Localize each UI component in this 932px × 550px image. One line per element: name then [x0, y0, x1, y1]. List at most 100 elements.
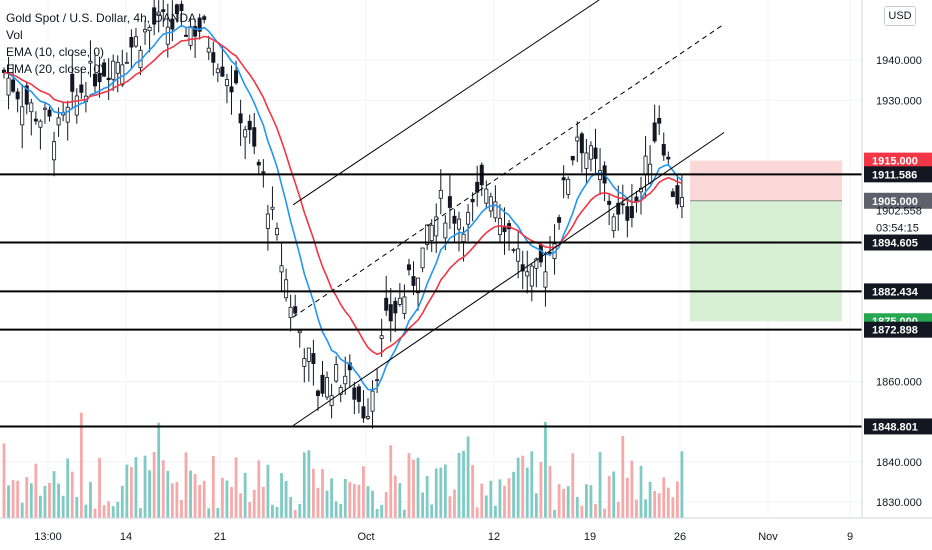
- volume-bar: [284, 481, 288, 518]
- volume-bar: [585, 484, 588, 518]
- candle-body: [470, 198, 475, 203]
- level-tag-label: 1894.605: [872, 238, 918, 250]
- volume-bar: [398, 483, 402, 518]
- candle-body: [161, 9, 166, 12]
- ema10-line: [3, 24, 683, 391]
- candle-body: [661, 143, 666, 156]
- volume-bar: [366, 486, 370, 518]
- candle-body: [425, 224, 430, 245]
- candle-body: [570, 155, 575, 161]
- candle-body: [156, 11, 161, 16]
- candle-body: [588, 145, 593, 160]
- candle-body: [197, 17, 202, 32]
- candle-body: [102, 62, 107, 77]
- volume-bar: [644, 499, 647, 518]
- candle-body: [229, 86, 234, 93]
- x-tick-label: 19: [584, 531, 596, 543]
- level-tag-label: 1882.434: [872, 286, 919, 298]
- candle-body: [147, 27, 152, 32]
- volume-bar: [170, 483, 174, 518]
- volume-bar: [152, 451, 156, 518]
- candle-body: [538, 244, 543, 263]
- stop-loss-zone: [690, 160, 842, 201]
- volume-bar: [148, 470, 151, 518]
- volume-bar: [389, 445, 393, 518]
- candle-body: [93, 73, 98, 87]
- candle-body: [529, 265, 534, 287]
- level-tag-label: 1911.586: [872, 169, 917, 181]
- level-tag-bg: [864, 321, 932, 338]
- volume-bar: [70, 471, 74, 518]
- candle-body: [593, 147, 598, 159]
- volume-bar: [193, 474, 197, 518]
- candle-body: [666, 156, 671, 160]
- x-tick-label: 26: [674, 531, 686, 543]
- candle-body: [33, 118, 38, 122]
- level-tag-bg: [864, 283, 932, 300]
- candle-body: [575, 136, 580, 142]
- candle-body: [193, 26, 198, 37]
- volume-bar: [275, 506, 279, 518]
- volume-bar: [471, 464, 475, 518]
- ema20-line: [3, 35, 683, 356]
- candle-body: [29, 102, 34, 113]
- volume-bar: [512, 471, 515, 518]
- volume-bar: [66, 458, 70, 518]
- candle-body: [224, 78, 229, 87]
- volume-bar: [98, 457, 101, 518]
- candle-body: [334, 364, 339, 382]
- candle-body: [297, 330, 302, 334]
- volume-bar: [375, 508, 379, 518]
- level-tag-bg: [864, 234, 932, 251]
- candle-body: [252, 127, 257, 147]
- candle-body: [170, 18, 175, 30]
- volume-bar: [266, 464, 270, 518]
- volume-bar: [130, 466, 133, 518]
- x-tick-label: Nov: [758, 531, 778, 543]
- chart-legend: Gold Spot / U.S. Dollar, 4h, OANDA Vol E…: [6, 10, 196, 78]
- take-profit-zone: [690, 200, 842, 322]
- candle-body: [402, 296, 407, 314]
- candle-body: [365, 416, 370, 419]
- volume-bar: [653, 490, 657, 518]
- candle-body: [65, 106, 70, 123]
- candle-body: [56, 117, 61, 126]
- volume-bar: [107, 501, 111, 518]
- candle-body: [557, 217, 562, 223]
- volume-bar: [330, 478, 333, 518]
- volume-bar: [603, 508, 606, 518]
- candle-body: [124, 61, 129, 64]
- candle-body: [616, 202, 621, 215]
- volume-bar: [475, 507, 479, 518]
- volume-bar: [625, 477, 629, 518]
- volume-bar: [393, 475, 397, 518]
- volume-bar: [230, 487, 233, 518]
- volume-bar: [562, 488, 566, 518]
- volume-bar: [521, 455, 525, 518]
- y-tick-label: 1940.000: [876, 55, 922, 67]
- candle-body: [438, 189, 443, 199]
- volume-bar: [316, 487, 320, 518]
- volume-bar: [2, 443, 6, 518]
- volume-bar: [29, 483, 33, 518]
- volume-bar: [462, 450, 465, 518]
- volume-bar: [553, 509, 556, 518]
- volume-bar: [439, 467, 443, 518]
- last-price-label: 1902.558: [876, 206, 922, 218]
- currency-button[interactable]: USD: [884, 6, 916, 26]
- stop-tag-label: 1915.000: [872, 156, 918, 168]
- candle-body: [42, 107, 47, 110]
- candle-body: [488, 196, 493, 212]
- candle-body: [88, 60, 93, 64]
- candle-body: [256, 161, 261, 166]
- volume-bar: [612, 471, 616, 518]
- candle-body: [584, 152, 589, 169]
- candle-body: [133, 36, 138, 47]
- volume-bar: [544, 421, 547, 518]
- volume-bar: [648, 481, 652, 518]
- candle-body: [215, 68, 220, 74]
- candle-body: [406, 264, 411, 271]
- candle-body: [24, 85, 29, 105]
- volume-bar: [594, 504, 597, 518]
